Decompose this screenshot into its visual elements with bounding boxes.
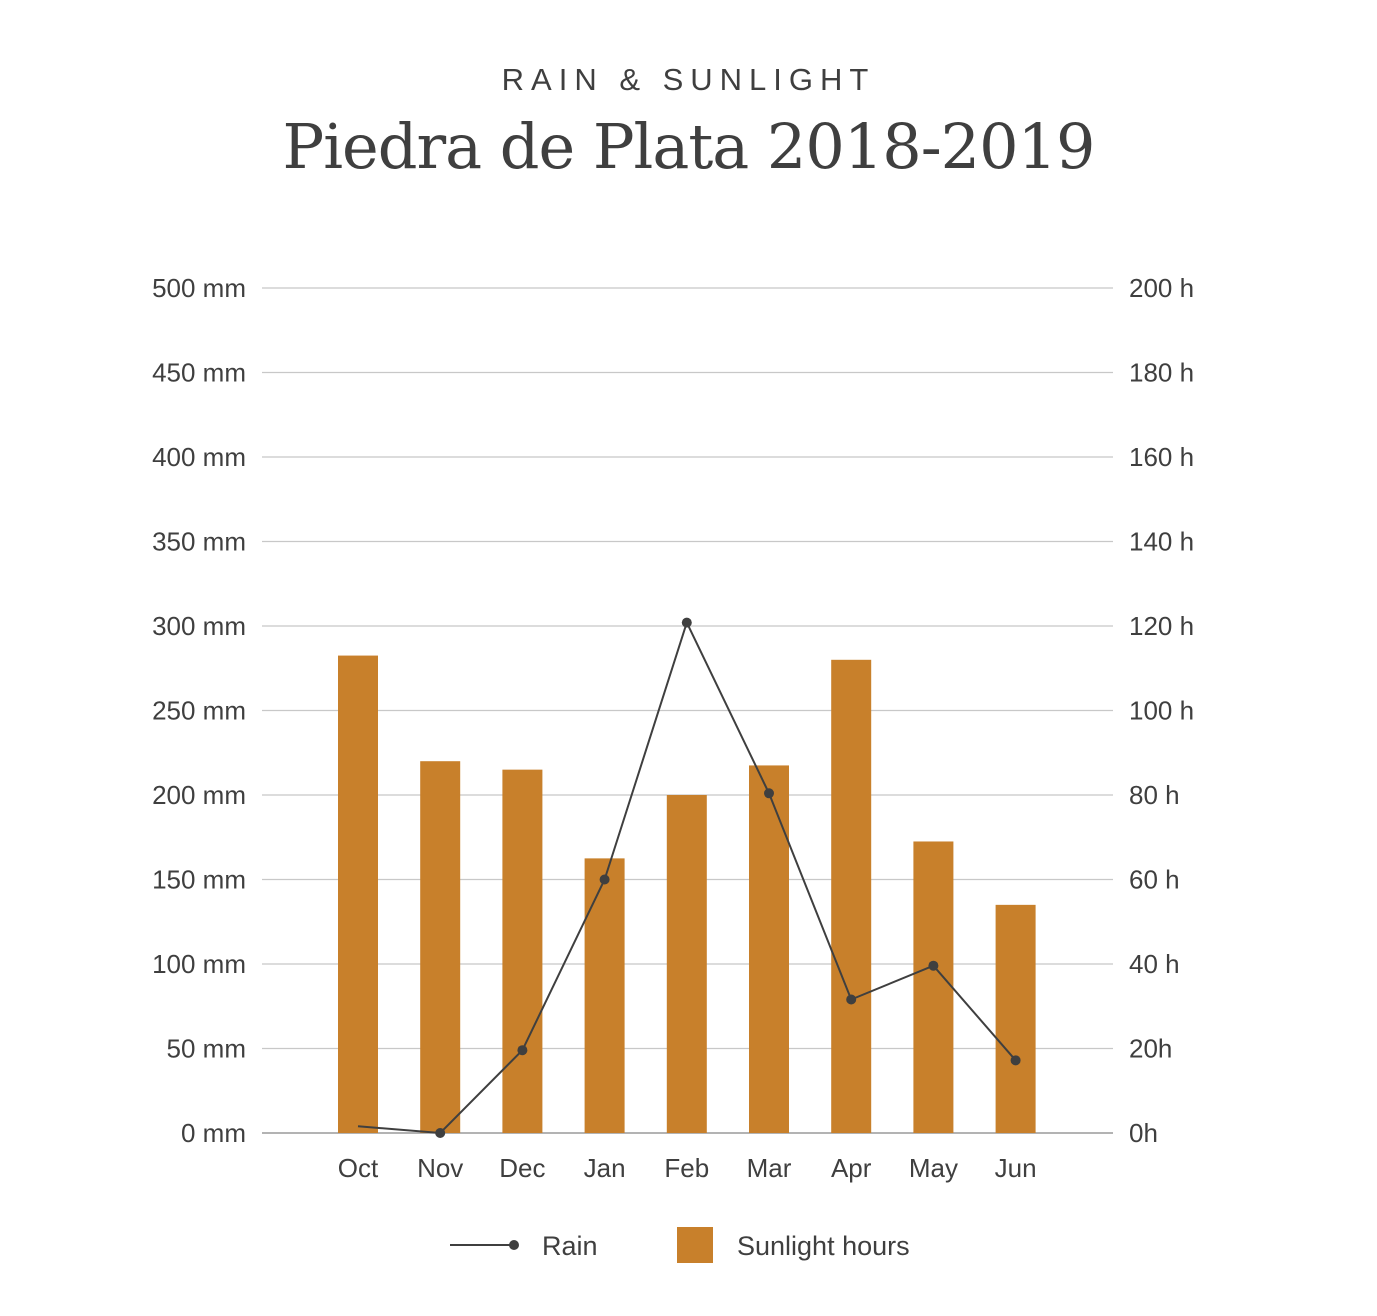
sunlight-bar [995,904,1036,1133]
bars [338,655,1036,1133]
right-tick-label: 80 h [1129,780,1180,810]
sunlight-bar [584,858,625,1133]
left-tick-label: 50 mm [167,1034,246,1064]
left-tick-label: 450 mm [152,358,246,388]
sunlight-bar [831,659,872,1133]
sunlight-bar [502,769,543,1133]
chart-kicker: RAIN & SUNLIGHT [501,62,876,97]
sunlight-bar [338,655,378,1133]
rain-point [764,788,774,799]
left-tick-label: 150 mm [152,865,246,895]
sunlight-bar [913,841,954,1133]
rain-point [517,1045,528,1056]
right-tick-label: 100 h [1129,696,1194,726]
right-tick-label: 200 h [1129,273,1194,303]
left-tick-label: 250 mm [152,696,246,726]
right-tick-label: 120 h [1129,611,1194,641]
x-tick-label: Jan [584,1153,626,1183]
sunlight-bar [666,795,707,1133]
rain-point [846,994,857,1005]
legend-sunlight-label: Sunlight hours [737,1231,910,1261]
x-axis: Oct Nov Dec Jan Feb Mar Apr May Jun [338,1153,1037,1183]
rain-point [928,960,939,971]
left-tick-label: 350 mm [152,527,246,557]
left-tick-label: 500 mm [152,273,246,303]
right-tick-label: 140 h [1129,527,1194,557]
x-tick-label: Mar [747,1153,792,1183]
left-tick-label: 100 mm [152,949,246,979]
legend-rain-marker [509,1240,519,1250]
x-tick-label: May [909,1153,958,1183]
right-axis: 0h 20h 40 h 60 h 80 h 100 h 120 h 140 h 160 h 180… [1129,273,1194,1148]
left-tick-label: 200 mm [152,780,246,810]
left-tick-label: 0 mm [181,1118,246,1148]
right-tick-label: 60 h [1129,865,1180,895]
right-tick-label: 160 h [1129,442,1194,472]
rain-point [681,617,692,628]
legend: Rain Sunlight hours [450,1227,910,1263]
sunlight-bar [420,761,461,1133]
chart-title: Piedra de Plata 2018-2019 [282,110,1096,183]
left-tick-label: 300 mm [152,611,246,641]
x-tick-label: Dec [499,1153,545,1183]
right-tick-label: 40 h [1129,949,1180,979]
rain-point [435,1128,446,1138]
right-tick-label: 20h [1129,1034,1172,1064]
sunlight-bar [749,765,789,1133]
x-tick-label: Oct [338,1153,379,1183]
left-axis: 0 mm 50 mm 100 mm 150 mm 200 mm 250 mm 300 mm 3… [152,273,246,1148]
x-tick-label: Apr [831,1153,872,1183]
left-tick-label: 400 mm [152,442,246,472]
rain-point [599,874,610,885]
rain-line-group [357,617,1021,1138]
x-tick-label: Jun [995,1153,1037,1183]
legend-sunlight-swatch [677,1227,713,1263]
right-tick-label: 180 h [1129,358,1194,388]
legend-rain-label: Rain [542,1231,598,1261]
x-tick-label: Feb [664,1153,709,1183]
x-tick-label: Nov [417,1153,463,1183]
rain-point [1010,1055,1021,1066]
right-tick-label: 0h [1129,1118,1158,1148]
